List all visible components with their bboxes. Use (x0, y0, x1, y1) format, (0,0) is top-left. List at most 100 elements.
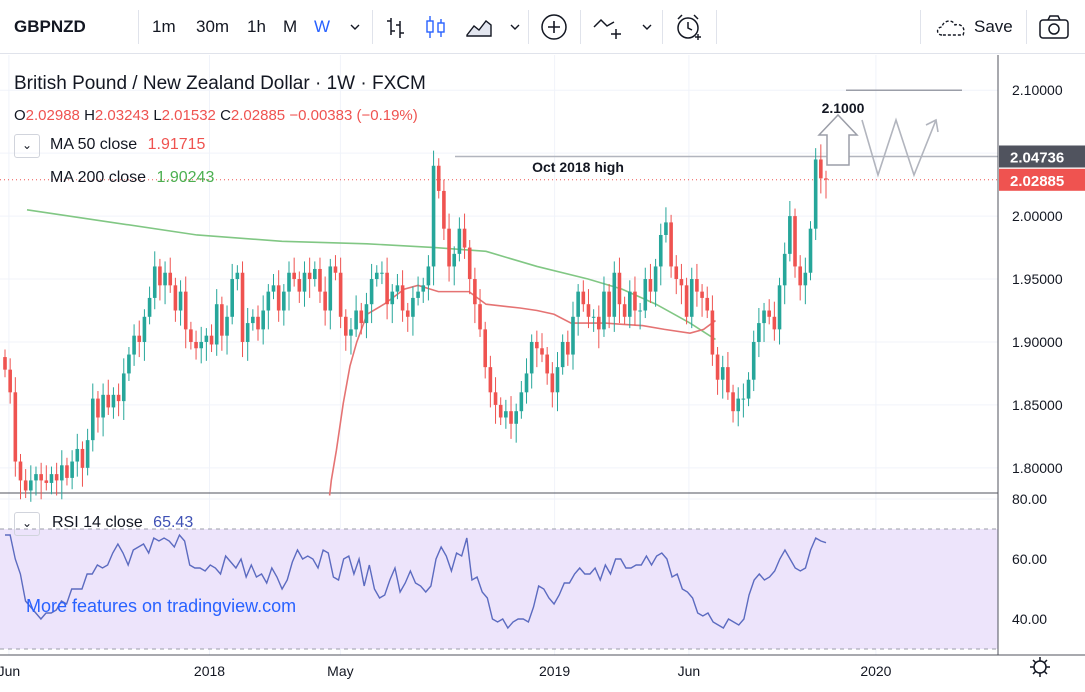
candle-body (514, 411, 518, 424)
candle-body (689, 279, 694, 317)
candle-body (261, 310, 265, 330)
rsi-band (0, 529, 998, 649)
chevron-down-icon[interactable] (508, 0, 522, 54)
toolbar-divider (138, 10, 139, 44)
ma50-legend[interactable]: MA 50 close 1.91715 (50, 136, 205, 154)
rsi-legend[interactable]: RSI 14 close 65.43 (52, 514, 193, 532)
price-tick-label: 2.00000 (1012, 208, 1063, 224)
candle-body (607, 291, 611, 317)
time-tick-label: Jun (0, 663, 20, 679)
candle-body (34, 474, 38, 481)
candle-body (488, 367, 493, 393)
ohlc-open: 2.02988 (25, 107, 80, 124)
price-tick-label: 1.95000 (1012, 271, 1063, 287)
interval-1m[interactable]: 1m (152, 17, 176, 36)
chevron-down-icon[interactable] (640, 0, 654, 54)
rsi-line (5, 533, 827, 630)
time-tick-label: 2018 (194, 663, 225, 679)
tradingview-promo-link[interactable]: More features on tradingview.com (26, 596, 297, 616)
candle-body (137, 335, 142, 342)
candle-body (457, 228, 462, 254)
interval-week[interactable]: W (314, 17, 331, 36)
interval-1h[interactable]: 1h (247, 17, 266, 36)
rsi-tick-label: 80.00 (1012, 491, 1047, 507)
candle-body (96, 398, 100, 418)
candle-body (788, 216, 792, 254)
candle-body (29, 480, 33, 491)
candle-body (313, 268, 317, 280)
candle-body (297, 279, 302, 292)
candle-body (240, 272, 245, 342)
ohlc-close: 2.02885 (230, 107, 286, 124)
candle-body (736, 398, 741, 412)
toolbar-divider (528, 10, 529, 44)
candle-body (762, 310, 766, 324)
candle-body (648, 279, 653, 292)
rsi-collapse-button[interactable]: ⌄ (14, 512, 40, 536)
ma50-line (328, 284, 716, 496)
settings-gear-icon[interactable] (1030, 657, 1050, 677)
ma50-label: MA 50 close (50, 136, 138, 153)
chevron-down-icon[interactable] (348, 0, 362, 54)
bar-style-icon[interactable] (385, 0, 407, 54)
candle-body (772, 316, 777, 330)
candle-body (173, 285, 178, 311)
candle-body (545, 354, 549, 374)
ohlc-high-label: H (84, 107, 95, 124)
candle-body (90, 398, 95, 441)
up-arrow-drawing (817, 113, 859, 166)
candle-body (80, 448, 85, 468)
oct-2018-high-label: Oct 2018 high (532, 159, 624, 175)
candle-body (245, 323, 250, 342)
alert-clock-icon[interactable] (674, 0, 704, 54)
candle-body (59, 465, 64, 481)
candle-body (824, 178, 828, 180)
price-tick-label: 1.80000 (1012, 460, 1063, 476)
candle-body (555, 367, 560, 393)
cloud-save-icon[interactable] (934, 0, 970, 54)
candle-body (390, 291, 395, 305)
interval-month[interactable]: M (283, 17, 298, 36)
drawing-icon[interactable] (592, 0, 624, 54)
add-indicator-icon[interactable] (540, 0, 568, 54)
rsi-tick-label: 40.00 (1012, 611, 1047, 627)
candle-body (292, 272, 296, 280)
toolbar-divider (920, 10, 921, 44)
candle-body (452, 253, 457, 267)
candle-body (380, 272, 384, 274)
time-axis-labels[interactable]: Jun 2018 May 2019 Jun 2020 (0, 663, 892, 679)
chart-title: British Pound / New Zealand Dollar · 1W … (14, 73, 426, 94)
candle-body (442, 190, 446, 229)
candle-body (726, 367, 730, 393)
candle-body (586, 304, 591, 317)
interval-30m[interactable]: 30m (196, 17, 230, 36)
candle-body (550, 373, 555, 393)
candle-body (354, 310, 358, 330)
candle-body (426, 266, 431, 286)
candle-body (705, 297, 710, 311)
candle-body (777, 285, 782, 330)
camera-icon[interactable] (1038, 0, 1070, 54)
ohlc-close-label: C (220, 107, 231, 124)
rsi-value: 65.43 (153, 514, 194, 531)
candle-body (540, 348, 544, 355)
candle-body (178, 291, 183, 311)
chevron-down-icon: ⌄ (21, 138, 33, 152)
price-tick-label: 2.10000 (1012, 82, 1063, 98)
price-label-text: 2.02885 (1010, 173, 1064, 190)
symbol-search[interactable]: GBPNZD (14, 17, 86, 36)
area-icon[interactable] (465, 0, 493, 54)
candle-body (287, 272, 291, 292)
time-tick-label: May (327, 663, 353, 679)
price-label-badge (999, 145, 1085, 168)
legend-collapse-button[interactable]: ⌄ (14, 134, 40, 158)
candle-body (813, 159, 818, 229)
candle-body (493, 392, 498, 405)
toolbar-divider (580, 10, 581, 44)
save-button[interactable]: Save (974, 17, 1013, 36)
candles-icon[interactable] (424, 0, 448, 54)
ma200-legend[interactable]: MA 200 close 1.90243 (50, 169, 214, 187)
candle-body (333, 266, 338, 273)
candle-body (664, 222, 668, 235)
price-chart[interactable]: Oct 2018 high 2.1000 2.100002.050002.000… (0, 55, 1085, 692)
